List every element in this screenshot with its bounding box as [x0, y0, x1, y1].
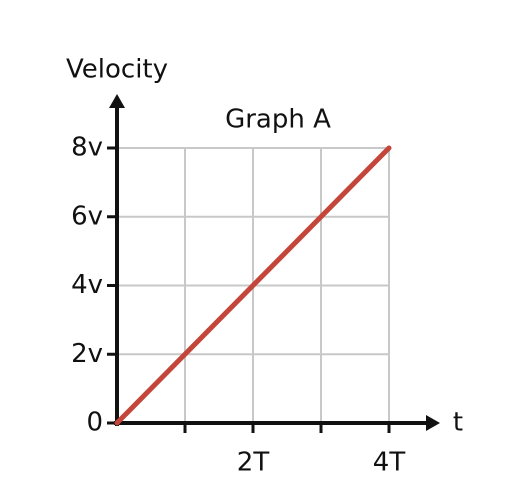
y-arrow	[109, 94, 125, 108]
x-tick-label: 4T	[373, 448, 406, 478]
y-tick-label: 4v	[71, 270, 103, 300]
y-tick-label: 2v	[71, 339, 103, 369]
x-axis-label: t	[453, 408, 463, 438]
y-tick-label: 8v	[71, 133, 103, 163]
y-axis-label: Velocity	[66, 55, 168, 85]
x-tick-label: 2T	[237, 448, 270, 478]
x-arrow	[426, 415, 440, 431]
data-line	[114, 145, 392, 426]
y-tick-label: 0	[86, 408, 103, 438]
y-tick-label: 6v	[71, 201, 103, 231]
chart-title: Graph A	[225, 105, 331, 135]
